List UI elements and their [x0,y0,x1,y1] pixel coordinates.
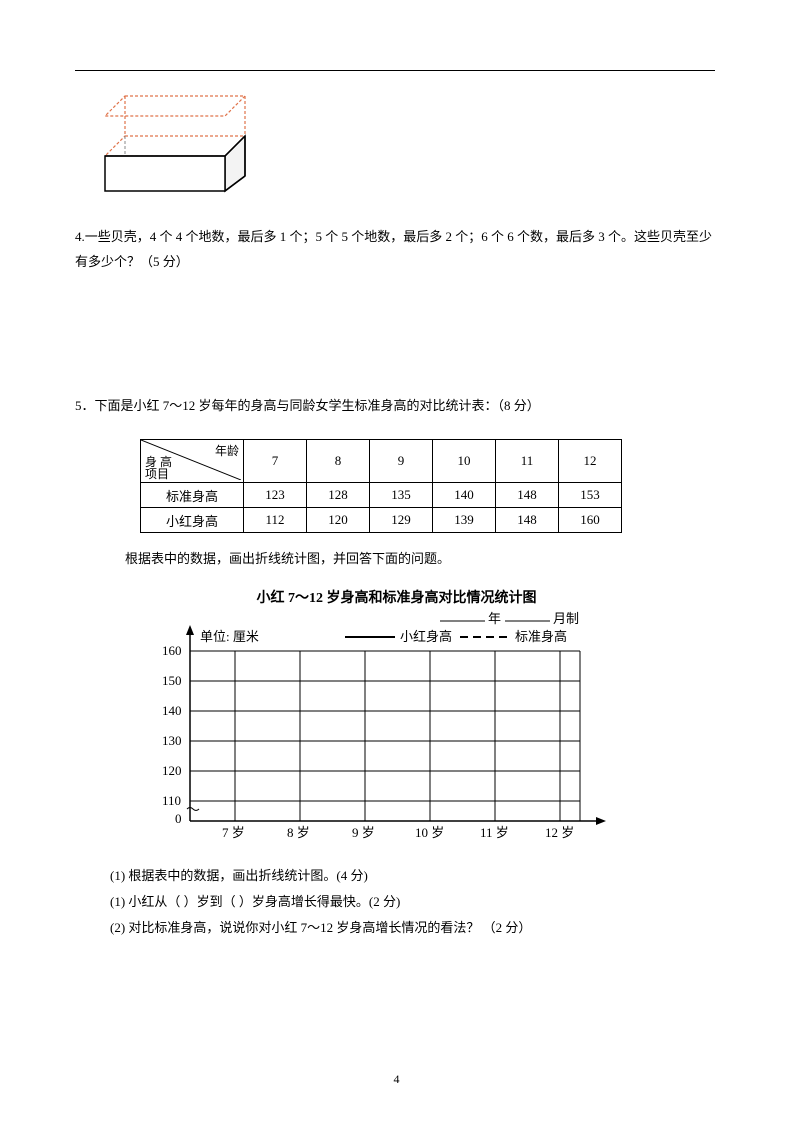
svg-text:0: 0 [175,811,182,826]
chart-instruction: 根据表中的数据，画出折线统计图，并回答下面的问题。 [125,548,718,567]
chart: 年 月制 单位: 厘米 小红身高 标准身高 160 150 140 130 12… [140,611,718,855]
svg-text:8 岁: 8 岁 [287,825,310,840]
svg-text:140: 140 [162,703,182,718]
cell: 148 [496,508,559,533]
table-row: 标准身高 123 128 135 140 148 153 [141,483,622,508]
sub-question-2: (1) 小红从（ ）岁到（ ）岁身高增长得最快。(2 分) [110,889,718,915]
cell: 123 [244,483,307,508]
svg-text:150: 150 [162,673,182,688]
cell: 120 [307,508,370,533]
row-label: 标准身高 [141,483,244,508]
age-header: 7 [244,440,307,483]
svg-text:120: 120 [162,763,182,778]
cell: 112 [244,508,307,533]
chart-title: 小红 7～12 岁身高和标准身高对比情况统计图 [75,587,718,607]
age-header: 9 [370,440,433,483]
page-number: 4 [0,1072,793,1087]
age-header: 12 [559,440,622,483]
table-corner-item: 项目 [145,465,169,482]
svg-text:160: 160 [162,643,182,658]
svg-text:年: 年 [488,611,501,626]
svg-text:7 岁: 7 岁 [222,825,245,840]
svg-text:单位: 厘米: 单位: 厘米 [200,629,259,644]
cell: 128 [307,483,370,508]
svg-text:月制: 月制 [553,611,579,626]
cell: 153 [559,483,622,508]
table-corner-age: 年龄 [215,442,239,459]
cell: 135 [370,483,433,508]
question-4: 4.一些贝壳，4 个 4 个地数，最后多 1 个；5 个 5 个地数，最后多 2… [75,225,718,274]
svg-text:标准身高: 标准身高 [515,629,567,644]
cell: 139 [433,508,496,533]
cube-diagram [90,86,718,200]
sub-question-3: (2) 对比标准身高，说说你对小红 7～12 岁身高增长情况的看法？ （2 分） [110,915,718,941]
height-table: 年龄 身 高 项目 7 8 9 10 11 12 标准身高 123 128 13… [140,439,622,533]
age-header: 10 [433,440,496,483]
page-rule [75,70,715,71]
svg-text:11 岁: 11 岁 [480,825,509,840]
svg-text:12 岁: 12 岁 [545,825,574,840]
age-header: 8 [307,440,370,483]
svg-text:130: 130 [162,733,182,748]
age-header: 11 [496,440,559,483]
cell: 140 [433,483,496,508]
table-row: 小红身高 112 120 129 139 148 160 [141,508,622,533]
svg-text:小红身高: 小红身高 [400,629,452,644]
svg-text:10 岁: 10 岁 [415,825,444,840]
cell: 129 [370,508,433,533]
question-5-intro: 5．下面是小红 7～12 岁每年的身高与同龄女学生标准身高的对比统计表：（8 分… [75,394,718,419]
svg-text:110: 110 [162,793,181,808]
cell: 160 [559,508,622,533]
row-label: 小红身高 [141,508,244,533]
cell: 148 [496,483,559,508]
svg-text:9 岁: 9 岁 [352,825,375,840]
sub-question-1: (1) 根据表中的数据，画出折线统计图。(4 分) [110,863,718,889]
